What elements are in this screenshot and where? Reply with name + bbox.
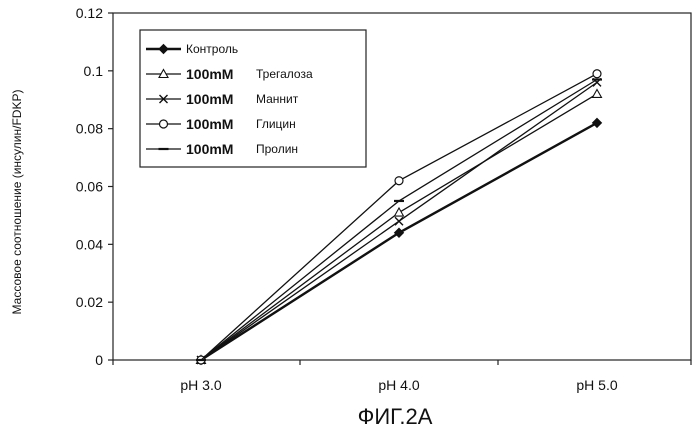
legend-label: Маннит	[256, 92, 299, 106]
data-point	[394, 176, 404, 186]
legend-prefix: 100mM	[186, 116, 233, 132]
legend-entry: 100mM Трегалоза	[146, 66, 313, 82]
legend-label: Контроль	[186, 42, 238, 56]
x-tick-label: pH 5.0	[576, 377, 617, 393]
legend: Контроль 100mM Трегалоза 100mM Маннит 100mM Гл…	[139, 29, 367, 168]
legend-entry: 100mM Глицин	[146, 116, 296, 132]
figure-caption: ФИГ.2А	[358, 404, 433, 429]
y-axis-title: Массовое соотношение (инсулин/FDKP)	[10, 90, 24, 315]
legend-label: Пролин	[256, 142, 298, 156]
data-point	[393, 227, 405, 238]
data-point	[591, 88, 603, 99]
series-layer	[195, 69, 603, 366]
series-5	[196, 78, 602, 362]
legend-swatch-marker	[158, 68, 169, 79]
legend-label: Глицин	[256, 117, 296, 131]
y-tick-label: 0.08	[76, 121, 103, 137]
legend-label: Трегалоза	[256, 67, 313, 81]
y-tick-label: 0.02	[76, 294, 103, 310]
x-tick-label: pH 3.0	[180, 377, 221, 393]
legend-prefix: 100mM	[186, 66, 233, 82]
legend-prefix: 100mM	[186, 141, 233, 157]
data-point	[393, 206, 405, 217]
x-axis: pH 3.0 pH 4.0 pH 5.0	[112, 360, 692, 393]
legend-entry: 100mM Маннит	[146, 91, 299, 107]
series-4	[196, 69, 602, 365]
legend-swatch-marker	[158, 119, 169, 129]
data-point	[394, 216, 404, 226]
legend-swatch-marker	[159, 94, 168, 104]
y-tick-label: 0.12	[76, 5, 103, 21]
legend-entry: 100mM Пролин	[146, 141, 298, 157]
legend-swatch-marker	[158, 43, 169, 55]
y-tick-label: 0.04	[76, 236, 103, 252]
y-tick-label: 0	[95, 352, 103, 368]
legend-prefix: 100mM	[186, 91, 233, 107]
x-tick-label: pH 4.0	[378, 377, 419, 393]
legend-entry: Контроль	[146, 42, 238, 56]
y-axis: 0 0.02 0.04 0.06 0.08 0.1 0.12	[76, 5, 113, 368]
y-tick-label: 0.06	[76, 179, 103, 195]
y-tick-label: 0.1	[84, 63, 104, 79]
data-point	[592, 69, 602, 79]
data-point	[591, 117, 603, 129]
